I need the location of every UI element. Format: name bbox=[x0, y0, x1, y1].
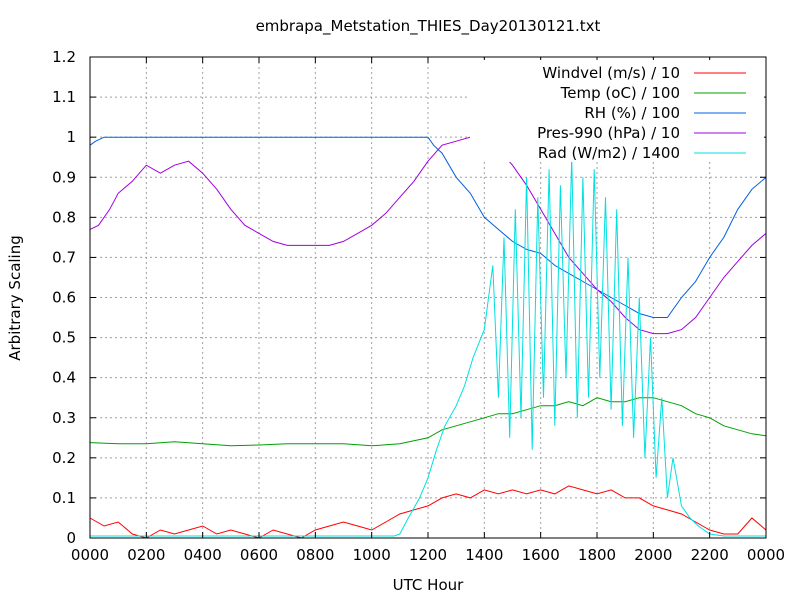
series-lines bbox=[89, 136, 767, 539]
y-tick-label: 0.7 bbox=[52, 248, 76, 266]
x-tick-label: 0200 bbox=[127, 546, 165, 564]
x-tick-label: 2000 bbox=[634, 546, 672, 564]
x-tick-label: 1200 bbox=[409, 546, 447, 564]
x-tick-label: 0600 bbox=[240, 546, 278, 564]
legend: Windvel (m/s) / 10 Temp (oC) / 100 RH (%) … bbox=[470, 60, 764, 162]
legend-label: Rad (W/m2) / 1400 bbox=[538, 144, 680, 162]
legend-background bbox=[470, 60, 764, 162]
x-tick-label: 1400 bbox=[465, 546, 503, 564]
y-tick-label: 0 bbox=[66, 529, 76, 547]
series-line-2 bbox=[89, 397, 767, 447]
x-tick-label: 1800 bbox=[578, 546, 616, 564]
legend-label: Temp (oC) / 100 bbox=[560, 84, 680, 102]
y-tick-label: 0.6 bbox=[52, 289, 76, 307]
y-tick-label: 0.8 bbox=[52, 208, 76, 226]
series-line-3 bbox=[89, 136, 767, 318]
y-tick-label: 1 bbox=[66, 128, 76, 146]
y-tick-label: 0.9 bbox=[52, 168, 76, 186]
x-tick-label: 1600 bbox=[522, 546, 560, 564]
y-tick-label: 0.5 bbox=[52, 329, 76, 347]
series-line-1 bbox=[89, 485, 767, 539]
y-tick-label: 0.4 bbox=[52, 369, 76, 387]
series-line-4 bbox=[89, 136, 767, 335]
x-tick-label: 0000 bbox=[747, 546, 785, 564]
legend-label: Pres-990 (hPa) / 10 bbox=[537, 124, 680, 142]
y-tick-label: 0.2 bbox=[52, 449, 76, 467]
x-tick-label: 0400 bbox=[184, 546, 222, 564]
x-tick-label: 2200 bbox=[691, 546, 729, 564]
tick-labels: 0 0.1 0.2 0.3 0.4 0.5 0.6 0.7 0.8 0.9 1 1.1 1.2 0000 0… bbox=[52, 48, 785, 564]
y-tick-label: 0.3 bbox=[52, 409, 76, 427]
y-tick-label: 1.1 bbox=[52, 88, 76, 106]
series-line-5 bbox=[90, 157, 766, 537]
x-tick-label: 0000 bbox=[71, 546, 109, 564]
y-axis-label: Arbitrary Scaling bbox=[6, 235, 24, 361]
chart-title: embrapa_Metstation_THIES_Day20130121.txt bbox=[256, 17, 601, 36]
y-tick-label: 0.1 bbox=[52, 489, 76, 507]
x-axis-label: UTC Hour bbox=[393, 576, 464, 594]
y-tick-label: 1.2 bbox=[52, 48, 76, 66]
x-tick-label: 1000 bbox=[353, 546, 391, 564]
legend-label: Windvel (m/s) / 10 bbox=[542, 64, 680, 82]
x-tick-label: 0800 bbox=[296, 546, 334, 564]
legend-label: RH (%) / 100 bbox=[584, 104, 680, 122]
